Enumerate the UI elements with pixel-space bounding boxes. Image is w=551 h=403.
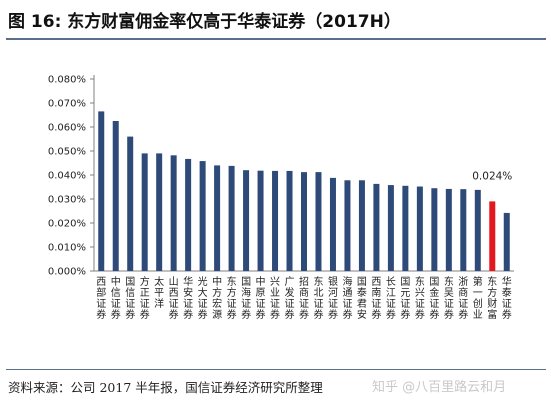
x-tick-label: 太平洋: [154, 275, 164, 310]
x-tick-label: 山西证券: [169, 276, 179, 321]
y-tick-label: 0.020%: [48, 219, 86, 230]
source-note: 资料来源：公司 2017 半年报，国信证券经济研究所整理: [8, 380, 323, 395]
bar: [329, 177, 336, 271]
chart-title: 图 16: 东方财富佣金率仅高于华泰证券（2017H）: [8, 12, 401, 32]
bar: [243, 170, 250, 271]
x-tick-label: 国泰君安: [357, 276, 367, 321]
bar: [373, 183, 380, 271]
x-tick-label: 方正证券: [140, 275, 150, 321]
watermark: 知乎 @八百里路云和月: [372, 380, 507, 395]
bar: [445, 188, 452, 271]
bar: [431, 188, 438, 271]
x-tick-label: 光大证券: [198, 275, 208, 321]
bar: [358, 180, 365, 271]
x-tick-label: 中信证券: [111, 275, 121, 321]
x-tick-label: 东方财富: [487, 275, 497, 321]
x-tick-label: 东吴证券: [444, 275, 454, 321]
x-tick-label: 中方宏源: [212, 275, 222, 321]
bar: [156, 153, 163, 271]
y-tick-label: 0.040%: [48, 171, 86, 182]
x-tick-label: 银河证券: [328, 275, 338, 321]
bar: [141, 153, 148, 271]
x-tick-label: 东北证券: [313, 275, 323, 321]
y-tick-label: 0.000%: [48, 267, 86, 278]
bar: [460, 189, 467, 271]
x-tick-label: 兴业证券: [270, 276, 280, 321]
x-tick-label: 中原证券: [256, 275, 266, 321]
y-tick-label: 0.080%: [48, 75, 86, 86]
bar: [387, 185, 394, 271]
title-rule: [6, 38, 546, 40]
x-tick-label: 西南证券: [371, 277, 381, 321]
bar: [112, 121, 119, 271]
bar: [214, 165, 221, 271]
x-tick-label: 华安证券: [183, 275, 193, 321]
bar: [98, 111, 105, 272]
x-tick-label: 国信证券: [125, 276, 135, 321]
y-tick-label: 0.070%: [48, 99, 86, 110]
footer-rule: [6, 369, 546, 370]
bar: [503, 212, 510, 271]
x-tick-label: 东方证券: [227, 275, 237, 321]
bar: [257, 170, 264, 271]
x-tick-label: 招商证券: [299, 275, 309, 321]
y-tick-label: 0.060%: [48, 123, 86, 134]
bar: [474, 189, 481, 271]
y-tick-label: 0.030%: [48, 195, 86, 206]
x-tick-label: 第一创业: [473, 275, 483, 321]
x-tick-label: 国元证券: [400, 276, 410, 321]
x-tick-label: 国海证券: [241, 276, 251, 321]
bar: [416, 186, 423, 271]
bar: [185, 158, 192, 271]
bar: [199, 161, 206, 271]
bar: [315, 172, 322, 271]
x-tick-label: 浙商证券: [458, 276, 468, 321]
y-tick-label: 0.010%: [48, 243, 86, 254]
bar: [286, 170, 293, 271]
bar: [301, 172, 307, 271]
x-tick-label: 广发证券: [285, 276, 295, 321]
bar: [228, 165, 235, 271]
x-tick-label: 海通证券: [342, 275, 352, 321]
x-tick-label: 长江证券: [386, 276, 396, 321]
x-tick-label: 华泰证券: [502, 275, 512, 321]
bar: [402, 185, 409, 271]
bar: [489, 201, 496, 271]
bar: [127, 136, 134, 271]
data-label: 0.024%: [472, 170, 512, 182]
x-tick-label: 东兴证券: [415, 275, 425, 321]
bar-chart: 0.000% 0.010% 0.020% 0.030% 0.040% 0.050% 0.06…: [48, 75, 514, 321]
x-tick-label: 西部证券: [96, 277, 106, 321]
bar: [272, 170, 279, 271]
bar: [170, 155, 177, 271]
y-tick-label: 0.050%: [48, 147, 86, 158]
x-tick-label: 国金证券: [429, 276, 439, 321]
bar: [344, 180, 351, 271]
